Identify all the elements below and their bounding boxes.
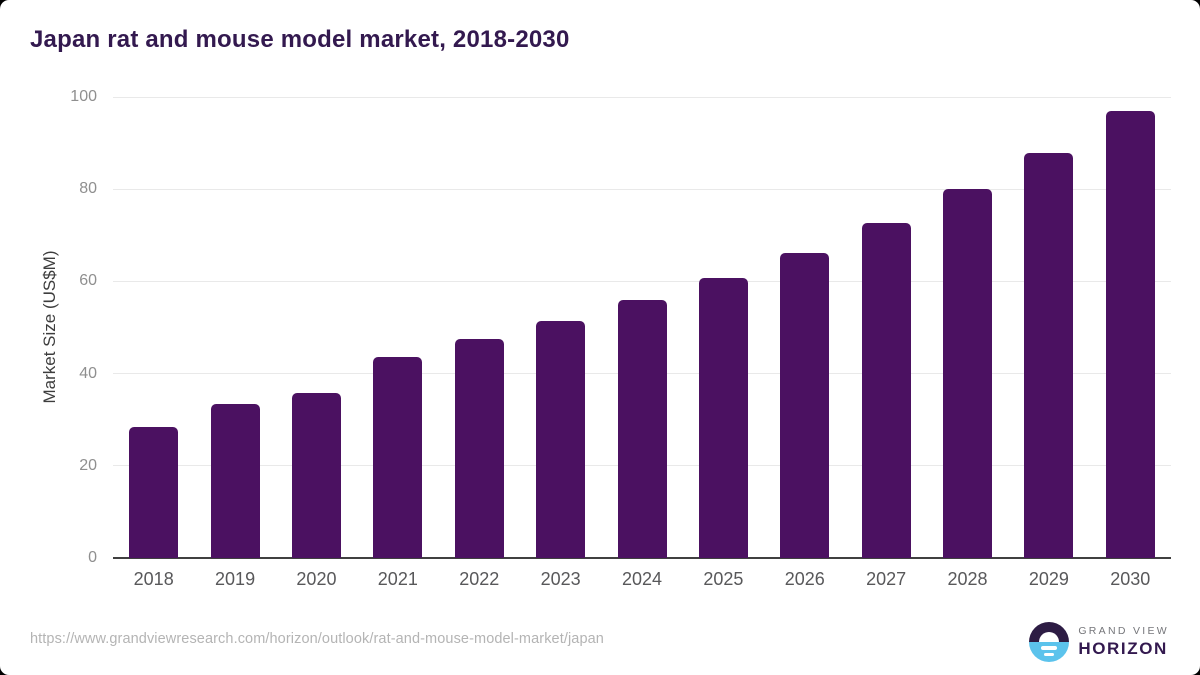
y-tick-80: 80 xyxy=(79,180,97,198)
x-axis-labels: 2018 2019 2020 2021 2022 2023 2024 2025 2026 2027… xyxy=(113,569,1171,593)
bar-2026[interactable] xyxy=(780,252,830,558)
logo-sun-dome xyxy=(1039,632,1060,642)
y-tick-0: 0 xyxy=(88,549,97,566)
x-label-2022: 2022 xyxy=(459,569,500,589)
y-tick-100: 100 xyxy=(70,88,97,105)
brand-name-horizon: HORIZON xyxy=(1078,639,1168,658)
y-tick-60: 60 xyxy=(79,272,97,290)
y-axis-tick-labels: 0 20 40 60 80 100 xyxy=(0,89,97,566)
x-label-2020: 2020 xyxy=(296,569,337,589)
bar-2020[interactable] xyxy=(291,392,341,558)
x-label-2026: 2026 xyxy=(784,569,825,589)
x-label-2025: 2025 xyxy=(703,569,744,589)
brand-logo-text: GRAND VIEW HORIZON xyxy=(1078,625,1169,659)
bar-2022[interactable] xyxy=(454,339,504,558)
logo-wave-line xyxy=(1044,653,1055,656)
bar-2018[interactable] xyxy=(129,427,179,558)
gridline-80 xyxy=(113,188,1171,190)
x-label-2027: 2027 xyxy=(866,569,907,589)
gridline-100 xyxy=(113,96,1171,98)
gridline-60 xyxy=(113,280,1171,282)
x-label-2029: 2029 xyxy=(1028,569,1069,589)
y-tick-40: 40 xyxy=(79,364,97,382)
bar-2028[interactable] xyxy=(943,189,993,558)
bar-2027[interactable] xyxy=(861,222,911,558)
sunrise-horizon-circle-icon xyxy=(1029,622,1070,662)
x-label-2018: 2018 xyxy=(133,569,174,589)
bar-2029[interactable] xyxy=(1024,152,1074,558)
source-url: https://www.grandviewresearch.com/horizo… xyxy=(30,631,604,647)
bar-2019[interactable] xyxy=(210,404,260,558)
y-tick-20: 20 xyxy=(79,456,97,474)
x-label-2030: 2030 xyxy=(1110,569,1151,589)
x-label-2024: 2024 xyxy=(621,569,662,589)
bar-2024[interactable] xyxy=(617,299,667,558)
x-label-2028: 2028 xyxy=(947,569,988,589)
brand-logo: GRAND VIEW HORIZON xyxy=(1029,622,1169,662)
bar-2021[interactable] xyxy=(373,357,423,558)
chart-title: Japan rat and mouse model market, 2018-2… xyxy=(30,26,570,53)
x-axis-line xyxy=(113,557,1171,559)
x-label-2023: 2023 xyxy=(540,569,581,589)
x-label-2021: 2021 xyxy=(377,569,418,589)
plot-area xyxy=(113,96,1171,559)
bar-2025[interactable] xyxy=(698,278,748,558)
bar-2023[interactable] xyxy=(536,321,586,558)
bar-2030[interactable] xyxy=(1105,110,1155,558)
x-label-2019: 2019 xyxy=(215,569,256,589)
logo-wave-line xyxy=(1041,646,1058,650)
brand-name-grand-view: GRAND VIEW xyxy=(1078,625,1169,637)
